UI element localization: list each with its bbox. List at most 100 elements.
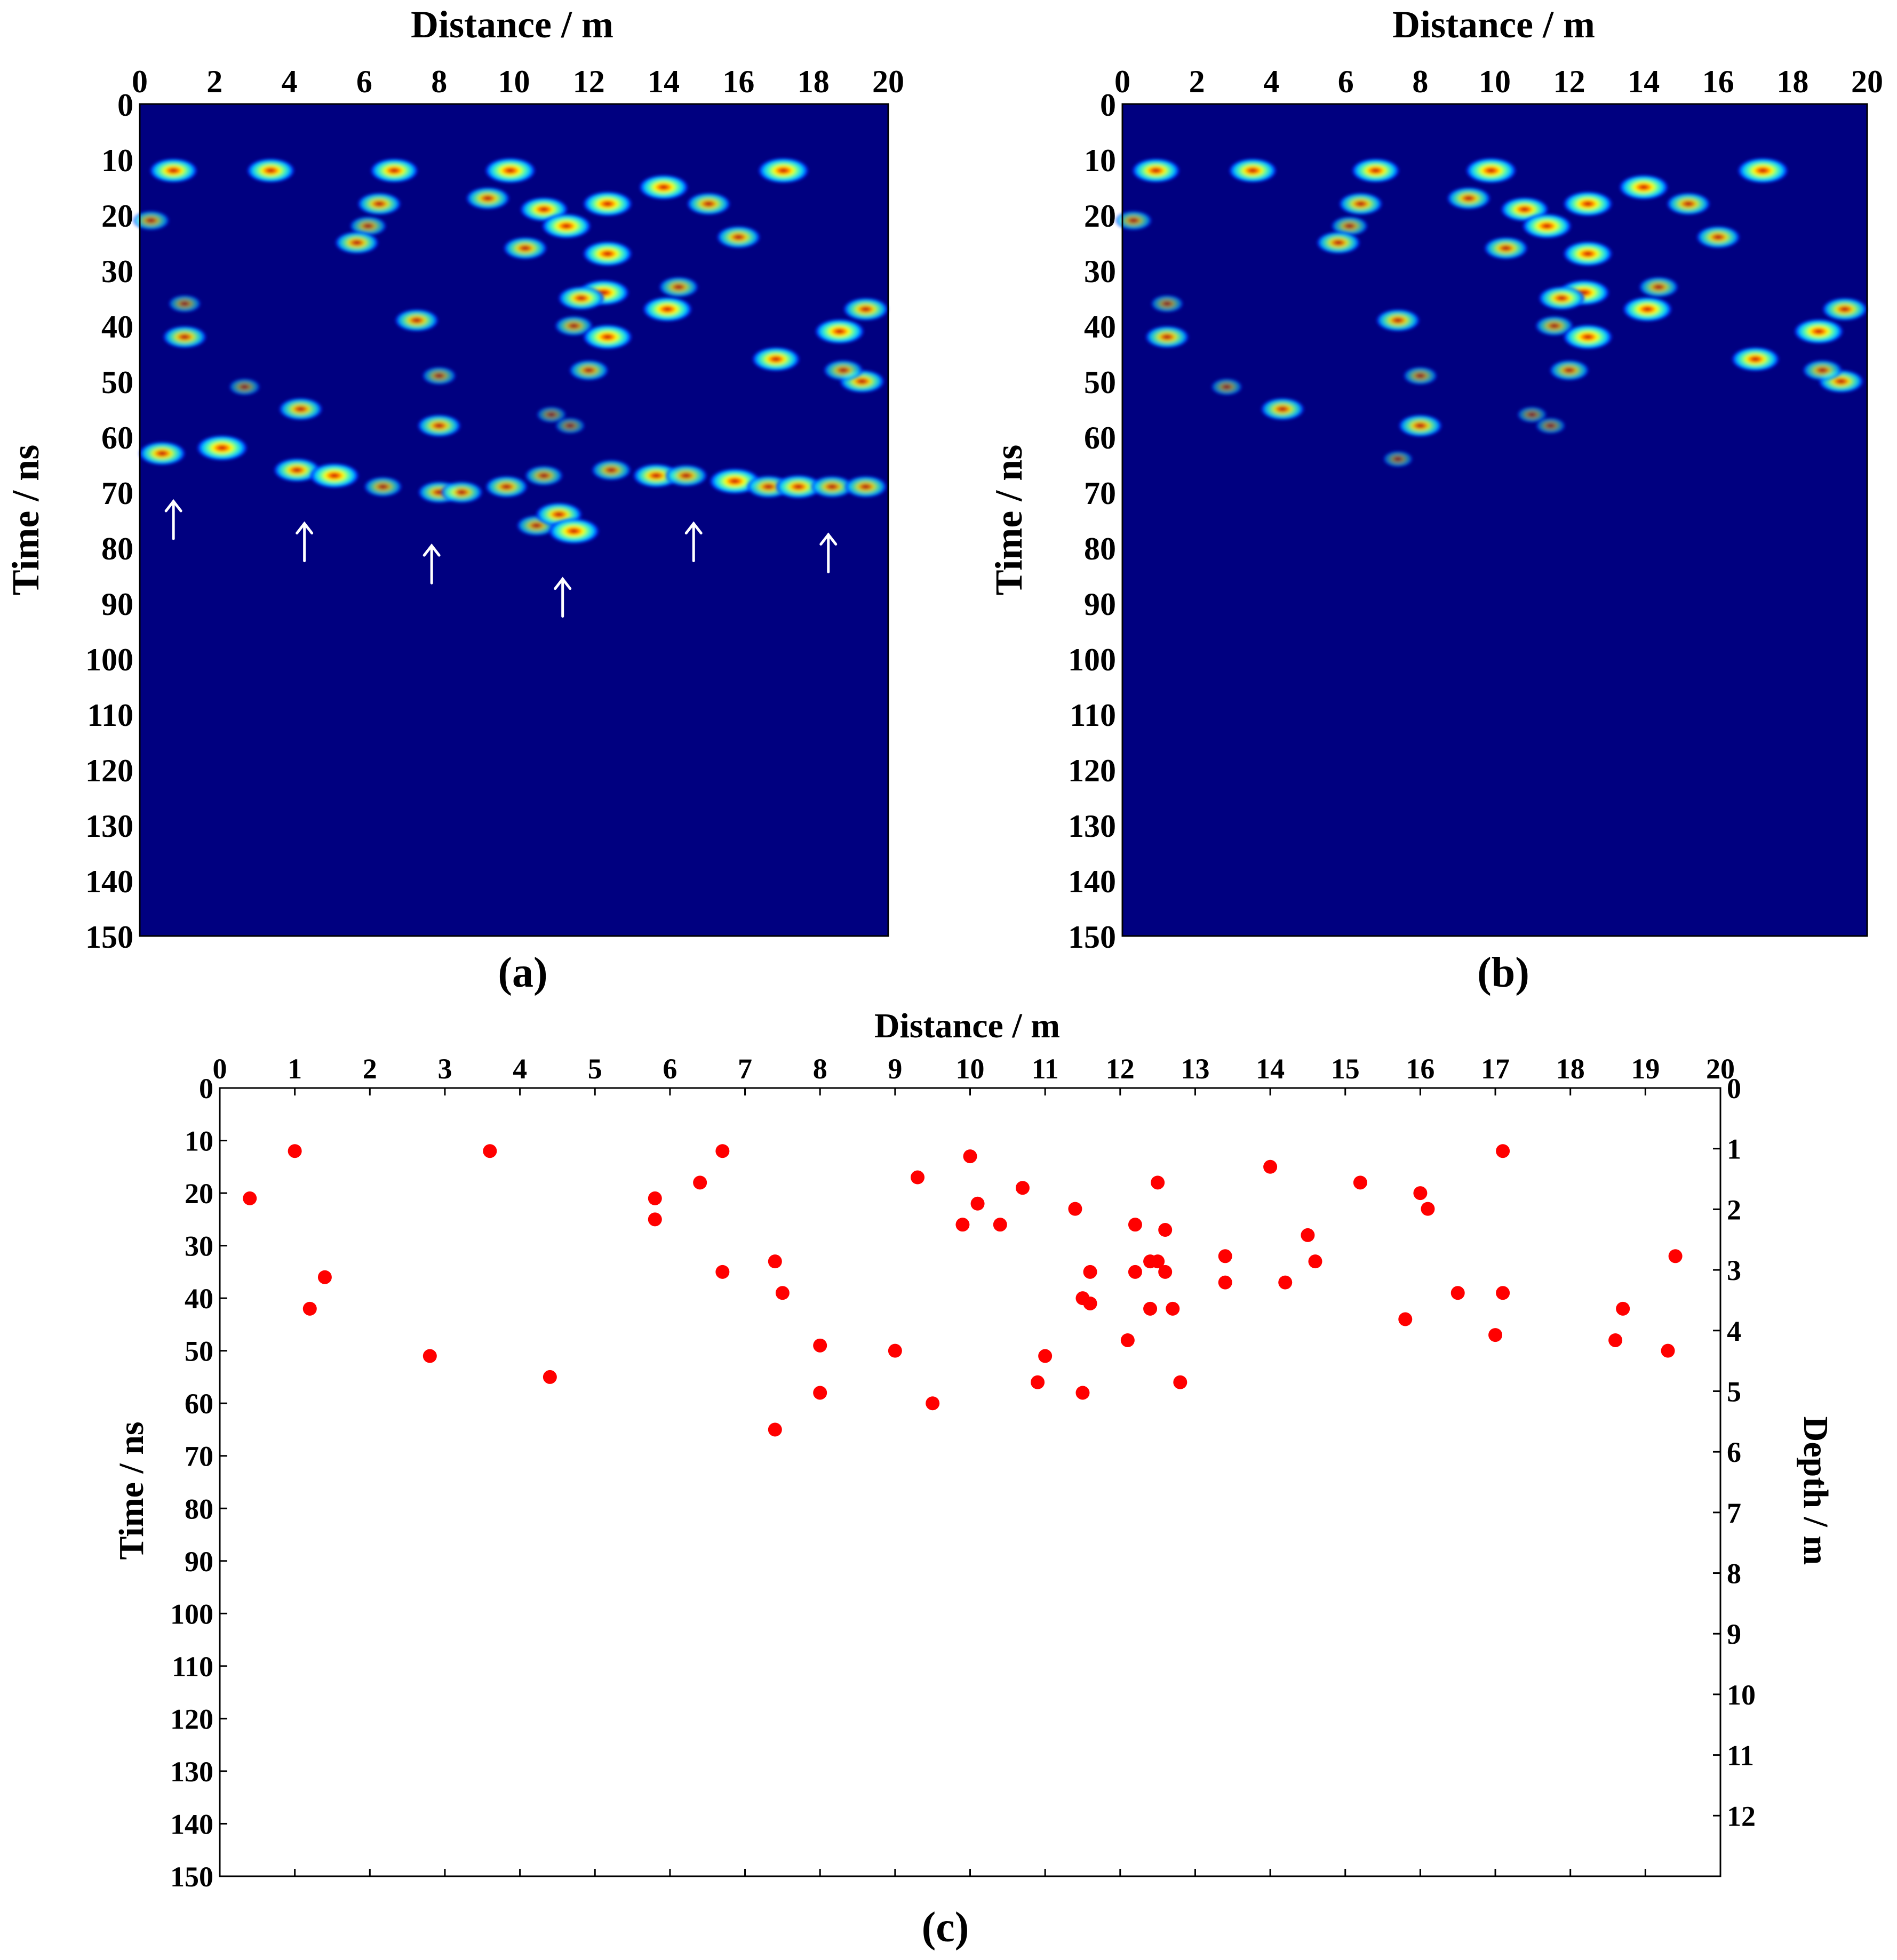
heatmap-hotspot xyxy=(485,475,528,498)
y-tick-label: 60 xyxy=(101,420,133,455)
heatmap-hotspot xyxy=(1398,414,1442,437)
y-tick-label: 70 xyxy=(101,476,133,511)
scatter-point xyxy=(1158,1265,1173,1279)
heatmap-hotspot xyxy=(138,441,186,466)
heatmap-hotspot xyxy=(196,435,248,461)
y-tick-label: 40 xyxy=(1084,309,1116,345)
scatter-point xyxy=(1496,1144,1510,1158)
scatter-point xyxy=(648,1212,662,1227)
heatmap-hotspot xyxy=(440,481,483,503)
scatter-point xyxy=(775,1286,790,1300)
x-tick-label: 6 xyxy=(356,64,372,99)
heatmap-hotspot xyxy=(1316,231,1361,254)
reflector-arrow-icon xyxy=(296,521,314,563)
heatmap-hotspot xyxy=(1446,187,1491,210)
scatter-point xyxy=(993,1218,1007,1232)
scatter-point xyxy=(1143,1301,1158,1316)
y-tick-label: 80 xyxy=(185,1493,213,1525)
scatter-point xyxy=(715,1265,730,1279)
scatter-point xyxy=(963,1149,977,1164)
y-tick-label: 20 xyxy=(1084,198,1116,234)
x-tick-label: 0 xyxy=(1114,64,1130,99)
panel-c-label: (c) xyxy=(922,1904,969,1951)
y-tick-label: 130 xyxy=(170,1756,213,1788)
scatter-point xyxy=(1083,1265,1097,1279)
y-tick-label: 0 xyxy=(199,1073,213,1105)
heatmap-hotspot xyxy=(583,191,633,217)
y-right-tick-label: 2 xyxy=(1727,1194,1741,1226)
scatter-point xyxy=(317,1270,332,1284)
panel-b-label: (b) xyxy=(1477,949,1529,996)
heatmap-hotspot xyxy=(524,465,563,486)
heatmap-hotspot xyxy=(1622,297,1672,322)
x-tick-label: 14 xyxy=(1256,1053,1285,1085)
x-tick-label: 18 xyxy=(798,64,830,99)
panel-c-ylabel-right: Depth / m xyxy=(1796,1417,1835,1565)
x-tick-label: 15 xyxy=(1331,1053,1360,1085)
y-tick-label: 110 xyxy=(172,1651,213,1683)
panel-b-ylabel: Time / ns xyxy=(987,445,1030,596)
scatter-point xyxy=(1128,1218,1142,1232)
panel-a-label: (a) xyxy=(498,949,547,996)
plot-frame xyxy=(219,1087,1721,1877)
y-tick-label: 140 xyxy=(85,864,133,899)
y-right-tick-label: 9 xyxy=(1727,1618,1741,1650)
x-tick-label: 14 xyxy=(648,64,680,99)
x-tick-label: 11 xyxy=(1032,1053,1059,1085)
x-tick-label: 14 xyxy=(1628,64,1660,99)
y-tick-label: 70 xyxy=(1084,476,1116,511)
x-tick-label: 4 xyxy=(282,64,298,99)
heatmap-hotspot xyxy=(1338,192,1383,215)
scatter-point xyxy=(543,1370,557,1384)
heatmap-hotspot xyxy=(639,174,689,200)
x-tick-label: 10 xyxy=(498,64,530,99)
scatter-point xyxy=(1083,1296,1097,1310)
heatmap-hotspot xyxy=(1330,216,1368,236)
heatmap-hotspot xyxy=(1522,213,1572,239)
heatmap-hotspot xyxy=(716,226,761,249)
y-tick-label: 40 xyxy=(185,1283,213,1315)
heatmap-hotspot xyxy=(583,324,633,350)
x-tick-label: 6 xyxy=(663,1053,677,1085)
reflector-arrow-icon xyxy=(819,532,838,573)
scatter-point xyxy=(1661,1343,1675,1358)
y-tick-label: 40 xyxy=(101,309,133,345)
x-tick-label: 16 xyxy=(722,64,754,99)
heatmap-hotspot xyxy=(278,397,323,421)
panel-a-xlabel: Distance / m xyxy=(411,3,613,46)
y-right-tick-label: 10 xyxy=(1727,1679,1756,1711)
heatmap-background xyxy=(1122,104,1867,936)
heatmap-hotspot xyxy=(1802,359,1843,381)
heatmap-hotspot xyxy=(132,210,170,230)
scatter-point xyxy=(1031,1375,1045,1389)
heatmap-hotspot xyxy=(1563,241,1613,267)
heatmap-hotspot xyxy=(555,417,586,434)
y-tick-label: 100 xyxy=(170,1598,213,1630)
y-right-tick-label: 1 xyxy=(1727,1133,1741,1165)
y-tick-label: 120 xyxy=(1068,753,1116,788)
y-tick-label: 10 xyxy=(101,143,133,178)
heatmap-hotspot xyxy=(1563,324,1613,350)
y-tick-label: 10 xyxy=(185,1125,213,1157)
y-tick-label: 90 xyxy=(1084,587,1116,622)
y-tick-label: 100 xyxy=(85,642,133,677)
heatmap-hotspot xyxy=(1638,276,1679,298)
y-tick-label: 130 xyxy=(1068,809,1116,844)
heatmap-hotspot xyxy=(557,286,605,310)
x-tick-label: 2 xyxy=(206,64,222,99)
heatmap-hotspot xyxy=(1535,315,1574,337)
heatmap-hotspot xyxy=(1549,359,1590,381)
heatmap-hotspot xyxy=(1794,318,1844,344)
scatter-point xyxy=(1413,1186,1428,1201)
heatmap-hotspot xyxy=(1563,191,1613,217)
heatmap-hotspot xyxy=(536,406,567,423)
panel-c-plot-area: 0 1 2 3 4 5 6 7 8 9 10 11 12 13 14 15 16 17 18 19 2001020304… xyxy=(170,1053,1756,1893)
scatter-point xyxy=(1218,1249,1232,1263)
y-tick-label: 110 xyxy=(1070,698,1116,733)
scatter-point xyxy=(302,1301,317,1316)
y-right-tick-label: 0 xyxy=(1727,1073,1741,1105)
scatter-point xyxy=(813,1386,827,1400)
heatmap-hotspot xyxy=(1260,397,1305,421)
scatter-point xyxy=(1151,1254,1165,1269)
